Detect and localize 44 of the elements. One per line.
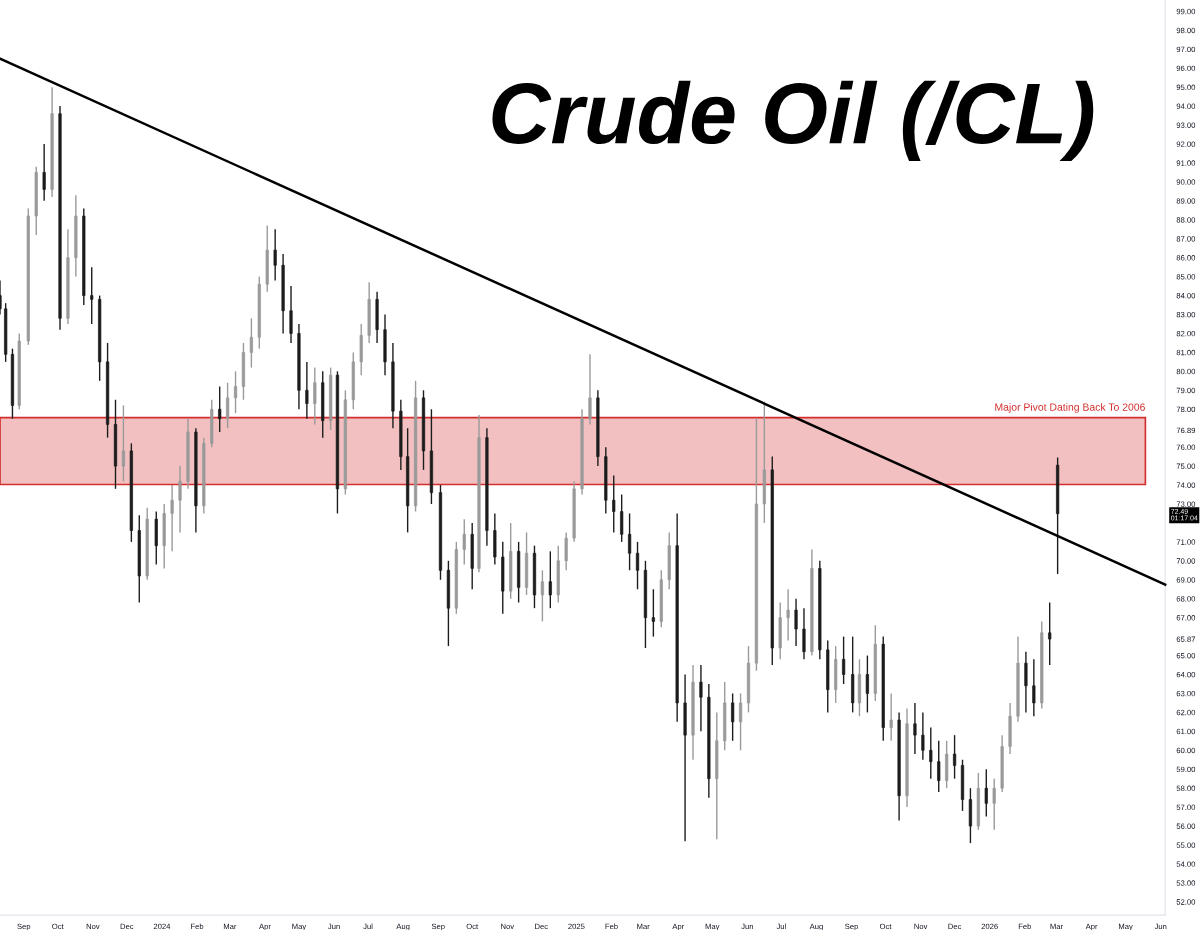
candlestick [564, 531, 568, 571]
candlestick [226, 382, 230, 429]
text: Crude Oil (/CL) [492, 80, 1094, 162]
candlestick [1024, 651, 1028, 714]
candlestick [937, 740, 941, 793]
candlestick [305, 361, 309, 420]
candlestick [802, 607, 806, 661]
candlestick [588, 353, 592, 426]
candlestick [178, 465, 182, 534]
candlestick [620, 493, 624, 543]
candlestick [984, 768, 988, 818]
candlestick [540, 569, 544, 623]
candlestick [738, 692, 743, 751]
candlestick [313, 366, 317, 426]
candlestick [612, 474, 616, 534]
candlestick [635, 541, 640, 590]
candlestick [786, 588, 790, 642]
candlestick [913, 702, 917, 755]
candlestick [170, 484, 174, 553]
candlestick [121, 404, 126, 482]
candlestick [289, 285, 293, 344]
candlestick [1048, 601, 1052, 666]
band-label: Major Pivot Dating Back To 2006 [995, 403, 1145, 413]
candlestick [628, 512, 632, 571]
candlestick [90, 266, 94, 325]
candlestick [273, 228, 277, 282]
candlestick [921, 711, 925, 761]
candlestick [731, 692, 735, 742]
candlestick [233, 370, 238, 414]
candlestick [842, 635, 846, 685]
candlestick [699, 664, 703, 733]
candlestick [218, 385, 222, 433]
candlestick [889, 692, 893, 742]
candlestick [952, 734, 957, 780]
candlestick [865, 654, 869, 714]
candlestick [992, 778, 996, 831]
candlestick [794, 598, 798, 647]
candlestick [548, 550, 552, 609]
candlestick [462, 518, 466, 566]
candlestick [929, 726, 933, 780]
candlestick [651, 588, 655, 638]
candlestick [249, 317, 253, 369]
candlestick [1032, 658, 1036, 717]
candlestick [42, 143, 46, 202]
